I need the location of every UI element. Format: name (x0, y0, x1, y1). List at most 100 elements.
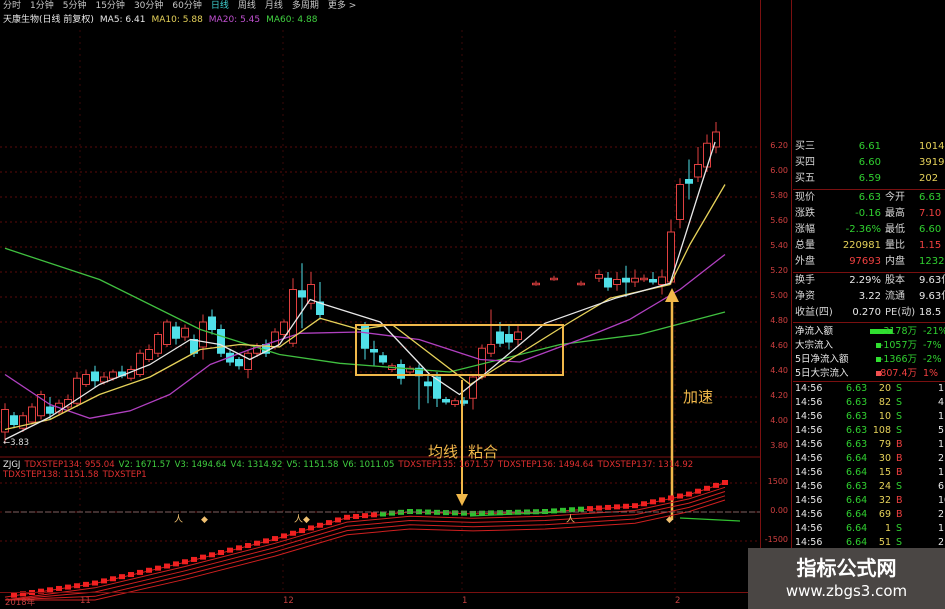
tick-count: 1 (938, 411, 945, 422)
chart-title-bar: 天康生物(日线 前复权) MA5: 6.41 MA10: 5.88 MA20: … (0, 13, 760, 27)
period-tab[interactable]: 1分钟 (30, 1, 54, 11)
quote-row: 收益(四) 0.270 PE(动) 18.5 (793, 305, 945, 321)
indicator-mark (668, 495, 674, 501)
candle-up (694, 164, 702, 178)
period-tab[interactable]: 30分钟 (133, 1, 164, 11)
panel-divider (793, 322, 945, 323)
quote-label: 外盘 (795, 256, 815, 267)
indicator-mark (344, 514, 350, 520)
flow-row: 净流入额 -3178万 -21% (793, 324, 945, 340)
quote-value-2: 18.5 (919, 307, 942, 318)
period-tab[interactable]: 多周期 (291, 1, 319, 11)
tick-volume: 24 (878, 481, 891, 492)
indicator-value: TDXSTEP137: 1314.92 (597, 460, 694, 470)
indicator-mark (155, 565, 161, 571)
tick-side: S (896, 523, 903, 534)
period-tab[interactable]: 5分钟 (62, 1, 87, 11)
candle-up (82, 374, 90, 385)
tick-time: 14:56 (795, 481, 823, 492)
quote-label-2: 股本 (885, 275, 905, 286)
quote-row: 买四 6.60 3919 (793, 155, 945, 171)
flow-value: -1057万 (879, 340, 917, 351)
tick-count: 10 (938, 495, 945, 506)
quote-value-2: 3919 (919, 157, 945, 168)
quote-value-2: 6.60 (919, 224, 942, 235)
period-tab[interactable]: 周线 (237, 1, 256, 11)
period-tab[interactable]: 更多 > (327, 1, 357, 11)
candle-up (271, 331, 279, 348)
price-label: 3.80 (770, 441, 788, 450)
panel-divider (793, 272, 945, 273)
quote-row: 涨幅 -2.36% 最低 6.60 (793, 222, 945, 238)
indicator-mark (497, 510, 503, 516)
quote-value: 0.270 (852, 307, 881, 318)
indicator-mark (317, 522, 323, 528)
watermark-title: 指标公式网 (796, 556, 897, 580)
tick-count: 2 (938, 537, 945, 548)
period-tab[interactable]: 分时 (3, 1, 22, 11)
indicator-mark (623, 503, 629, 509)
price-label: 4.20 (770, 391, 788, 400)
annotation-ma-right: 粘合 (468, 443, 499, 461)
tick-time: 14:56 (795, 397, 823, 408)
tick-price: 6.63 (846, 383, 868, 394)
indicator-mark (389, 510, 395, 516)
indicator-legend: ZJGJ TDXSTEP134: 955.04 V2: 1671.57 V3: 14… (3, 460, 758, 480)
candle-up (712, 131, 720, 148)
indicator-mark (65, 584, 71, 590)
candle-up (37, 394, 45, 417)
tick-volume: 51 (878, 537, 891, 548)
tick-side: B (896, 439, 903, 450)
tick-volume: 108 (872, 425, 891, 436)
indicator-mark (677, 493, 683, 499)
candle-down (649, 279, 657, 283)
tick-row: 14:56 6.64 51 S 2 (793, 536, 945, 550)
indicator-band (4, 495, 726, 601)
quote-value: 6.59 (858, 173, 881, 184)
quote-value: 6.60 (858, 157, 881, 168)
indicator-mark (83, 581, 89, 587)
candle-down (46, 406, 54, 414)
candle-up (136, 352, 144, 375)
candle-up (73, 377, 81, 404)
ma5-line (4, 141, 716, 441)
indicator-mark (335, 517, 341, 523)
candle-up (532, 282, 540, 286)
flow-bar (876, 357, 881, 362)
tick-row: 14:56 6.64 32 B 10 (793, 494, 945, 508)
indicator-mark (308, 525, 314, 531)
indicator-mark (461, 510, 467, 516)
tick-row: 14:56 6.63 82 S 4 (793, 396, 945, 410)
period-tab[interactable]: 60分钟 (172, 1, 202, 11)
ma60-legend: MA60: 4.88 (266, 15, 318, 25)
candle-up (631, 277, 639, 283)
indicator-mark (263, 538, 269, 544)
indicator-mark (227, 547, 233, 553)
tick-price: 6.64 (846, 467, 868, 478)
period-tab[interactable]: 15分钟 (95, 1, 125, 11)
candle-up (1, 409, 9, 433)
candle-up (181, 327, 189, 338)
flow-pct: -7% (923, 340, 942, 351)
tick-row: 14:56 6.64 15 B 1 (793, 466, 945, 480)
quote-row: 总量 220981 量比 1.15 (793, 238, 945, 254)
tick-count: 1 (938, 439, 945, 450)
candle-down (235, 359, 243, 367)
tick-time: 14:56 (795, 467, 823, 478)
tick-count: 1 (938, 383, 945, 394)
period-tab[interactable]: 日线 (210, 1, 229, 11)
quote-label-2: PE(动) (885, 307, 916, 318)
flow-value: -1366万 (879, 354, 917, 365)
indicator-mark (200, 554, 206, 560)
stock-title: 天康生物(日线 前复权) (3, 15, 94, 25)
tick-price: 6.64 (846, 509, 868, 520)
indicator-band (5, 499, 726, 601)
indicator-mark (452, 510, 458, 516)
tick-volume: 79 (878, 439, 891, 450)
tick-volume: 1 (884, 523, 891, 534)
period-tab[interactable]: 月线 (264, 1, 283, 11)
watermark-logo: 指标公式网 www.zbgs3.com (748, 548, 945, 609)
tick-row: 14:56 6.63 10 S 1 (793, 410, 945, 424)
candle-up (487, 344, 495, 354)
